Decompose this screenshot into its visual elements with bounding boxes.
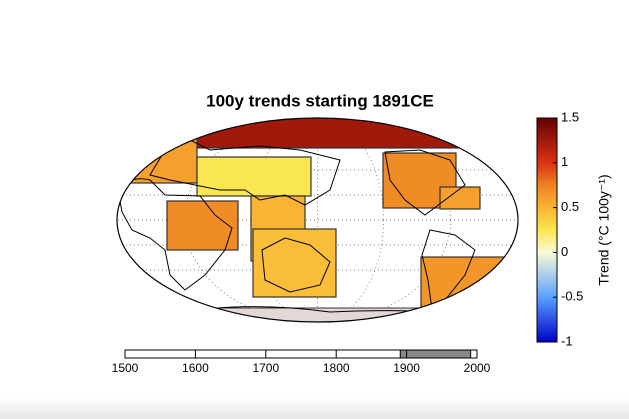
timeline-window	[399, 349, 472, 359]
trend-region	[252, 228, 337, 298]
timeline-tick-label: 1900	[393, 361, 420, 375]
map	[117, 118, 518, 322]
colorbar-tick-label: 0	[561, 244, 568, 259]
trend-region	[117, 118, 518, 149]
colorbar-label: Trend (°C 100y⁻¹)	[596, 174, 612, 285]
colorbar-tick-label: 1.5	[561, 109, 579, 124]
timeline-tick-label: 1700	[252, 361, 279, 375]
colorbar-tick-label: 1	[561, 154, 568, 169]
timeline-tick-label: 1800	[323, 361, 350, 375]
trend-region	[166, 200, 239, 251]
timeline-tick-label: 1600	[182, 361, 209, 375]
map-frame	[116, 117, 519, 323]
timeline-tick-label: 1500	[112, 361, 139, 375]
timeline-tick-label: 2000	[464, 361, 491, 375]
trend-region	[196, 156, 312, 197]
colorbar-tick-label: -1	[561, 333, 573, 348]
colorbar-tick-label: 0.5	[561, 199, 579, 214]
player-bar	[0, 398, 629, 419]
colorbar-tick-label: -0.5	[561, 289, 583, 304]
colorbar	[536, 117, 558, 343]
trend-region	[439, 186, 481, 210]
title: 100y trends starting 1891CE	[206, 91, 434, 110]
